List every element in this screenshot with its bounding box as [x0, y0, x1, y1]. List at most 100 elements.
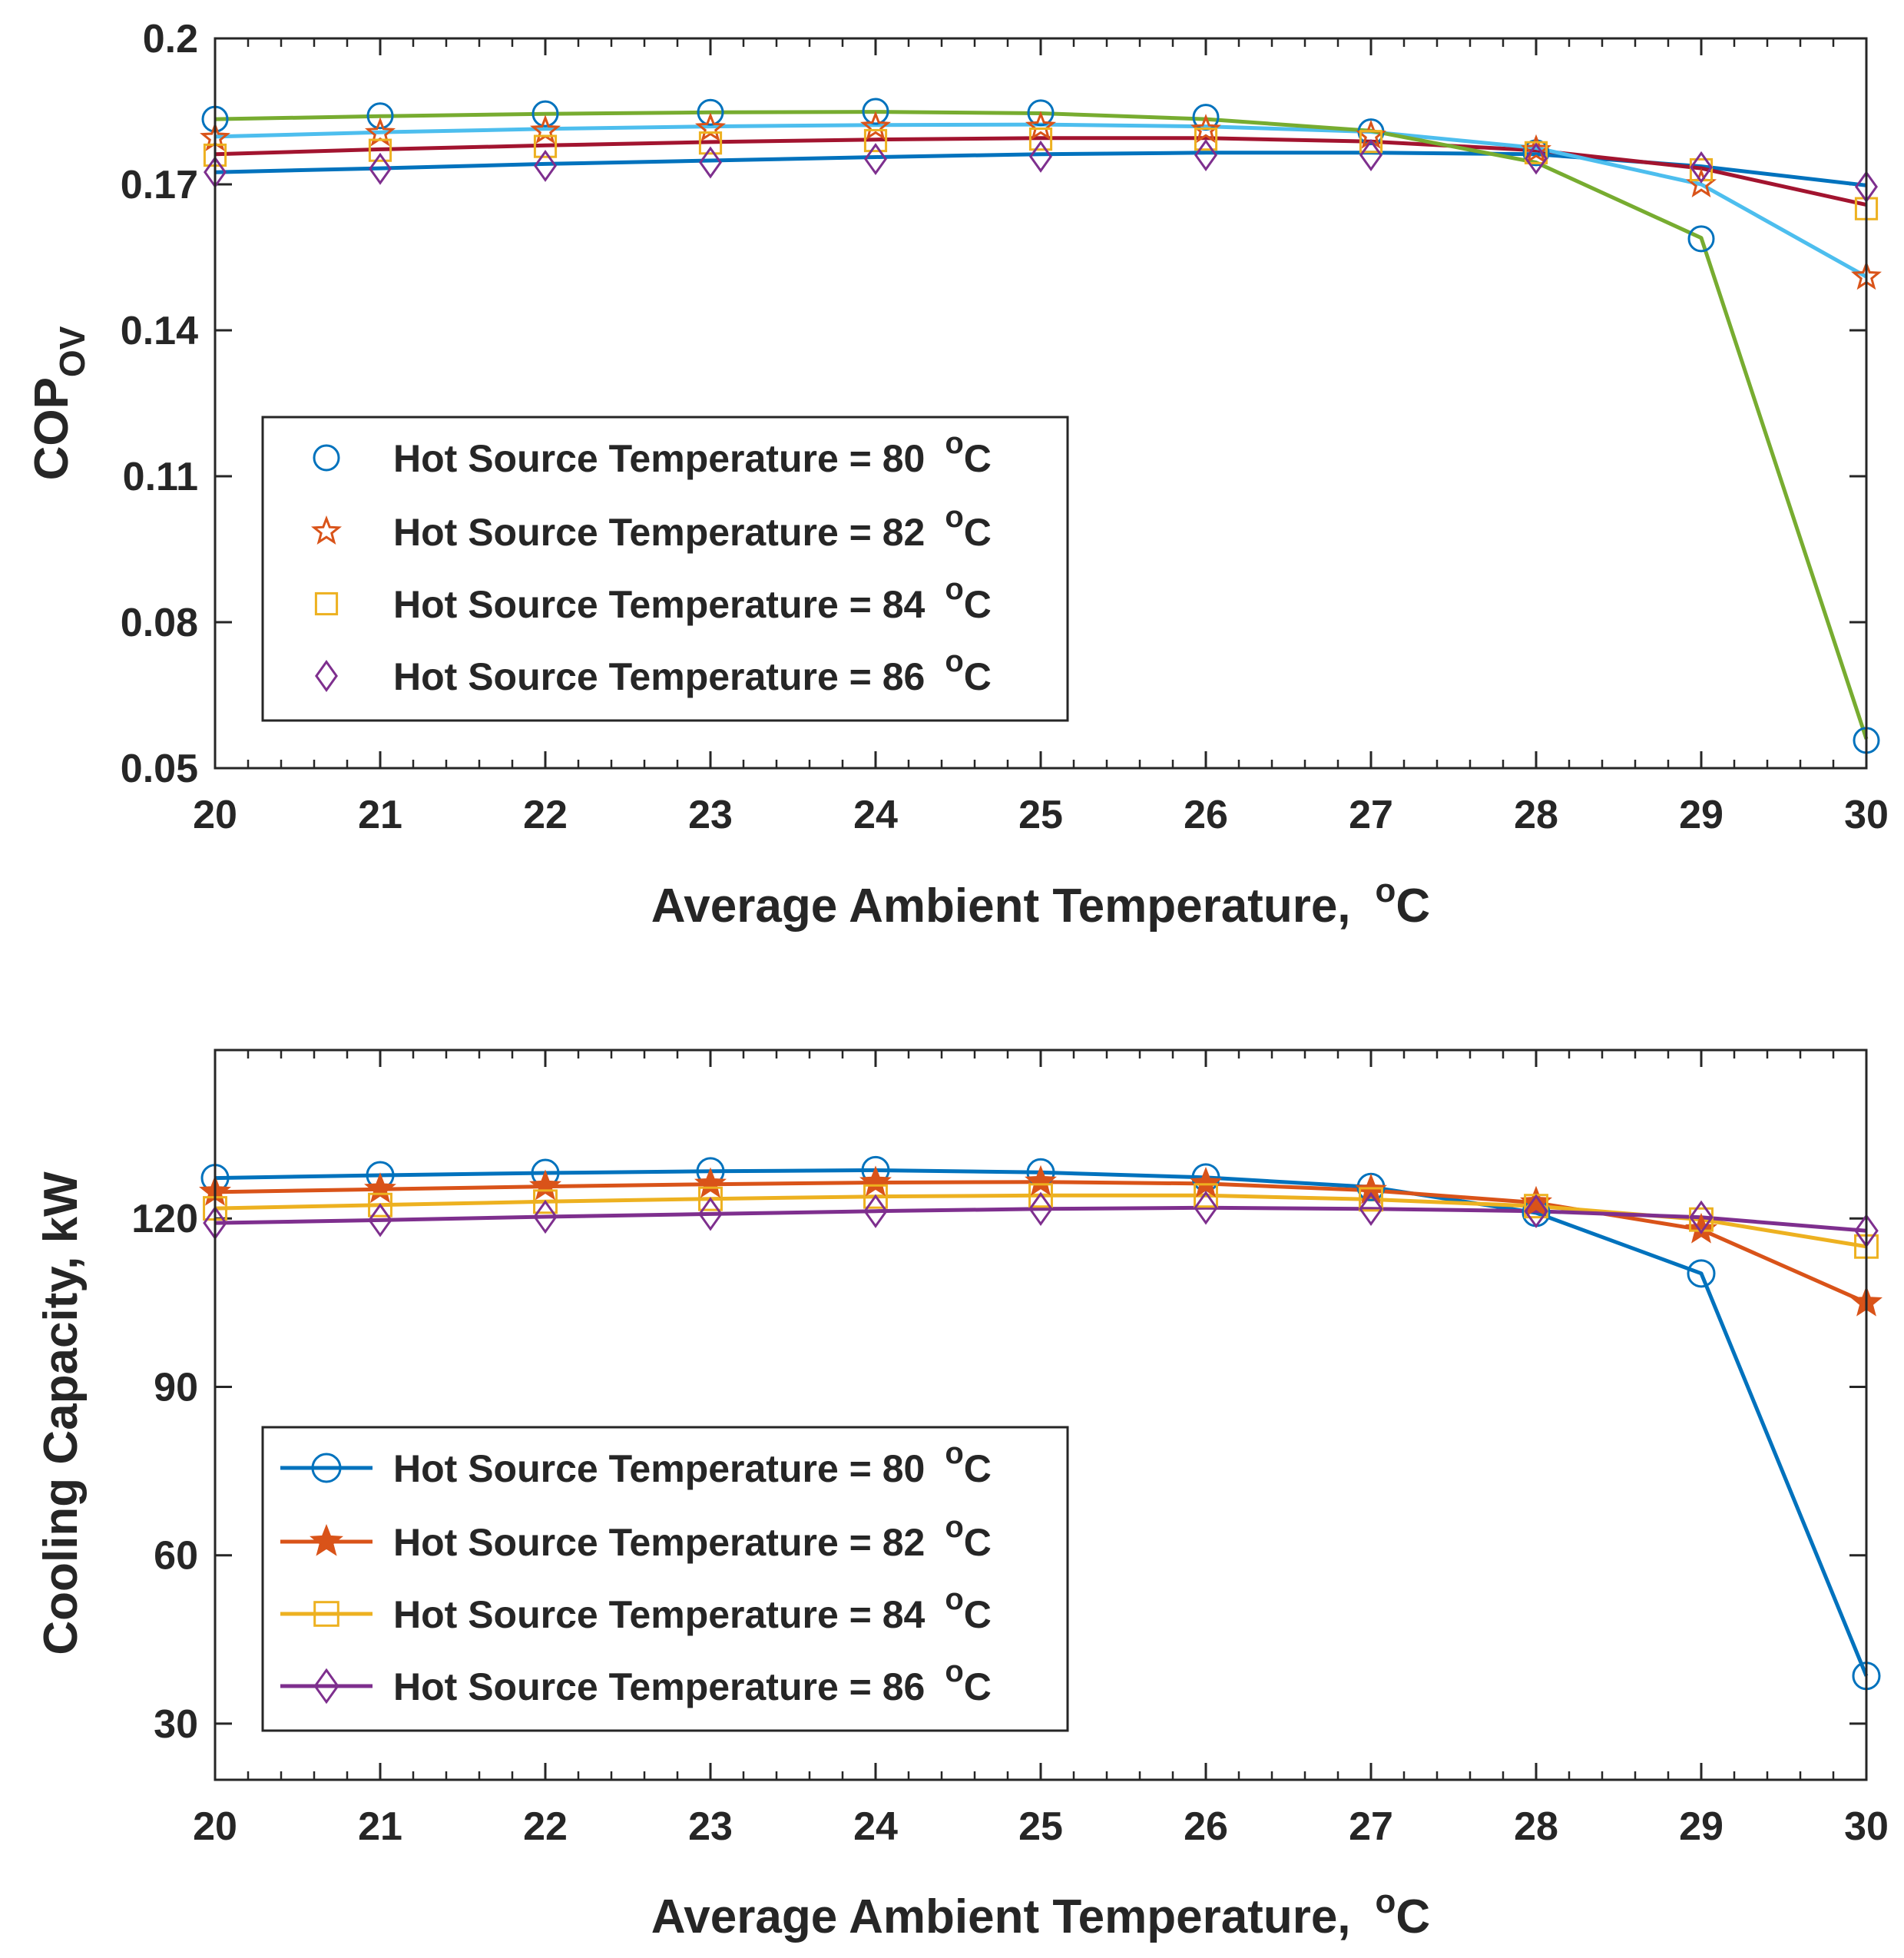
- x-tick-label: 26: [1184, 1804, 1228, 1849]
- point-star-23: [694, 1167, 727, 1198]
- cooling-x-tick-labels: 20 21 22 23 24 25 26 27 28 29 30: [193, 1804, 1889, 1849]
- point-square-25: [1028, 1183, 1053, 1208]
- legend-label-0: Hot Source Temperature = 80 oC: [393, 426, 992, 480]
- point-square-26: [1194, 128, 1218, 151]
- legend-label-unit: C: [964, 511, 992, 554]
- point-square-22: [533, 1189, 558, 1214]
- x-tick-label: 21: [358, 793, 402, 837]
- x-tick-label: 22: [523, 1804, 568, 1849]
- point-diamond-24: [864, 143, 887, 176]
- y-tick-label: 0.05: [121, 747, 198, 791]
- x-tick-label: 20: [193, 793, 237, 837]
- point-diamond-22: [534, 149, 557, 182]
- point-diamond-23: [698, 1197, 723, 1231]
- point-square-27: [1359, 130, 1383, 154]
- legend-marker-circle: [313, 444, 340, 472]
- legend-label-main: Hot Source Temperature = 82: [393, 511, 925, 554]
- cop-x-axis-label-main: Average Ambient Temperature,: [651, 880, 1351, 933]
- point-circle-29: [1687, 1259, 1716, 1288]
- x-tick-label: 23: [688, 793, 733, 837]
- point-diamond-25: [1028, 1191, 1053, 1226]
- cop-x-axis-label-sup: o: [1376, 872, 1396, 909]
- x-tick-label: 29: [1679, 1804, 1724, 1849]
- legend-label-sup: o: [945, 1510, 963, 1544]
- point-square-24: [863, 128, 888, 153]
- x-tick-label: 21: [358, 1804, 402, 1849]
- legend-marker-diamond: [313, 1668, 339, 1705]
- y-tick-label: 30: [154, 1702, 198, 1747]
- x-tick-label: 30: [1844, 1804, 1889, 1849]
- point-square-26: [1194, 1183, 1218, 1208]
- point-square-27: [1359, 1187, 1383, 1212]
- y-tick-label: 120: [131, 1197, 198, 1241]
- point-square-24: [863, 1184, 888, 1209]
- point-square-25: [1028, 128, 1053, 151]
- point-diamond-26: [1194, 1191, 1218, 1225]
- y-tick-label: 90: [154, 1365, 198, 1410]
- legend-label-2: Hot Source Temperature = 84 oC: [393, 1582, 992, 1636]
- cop-y-axis-label-sub: OV: [52, 326, 92, 377]
- series-line-3: [214, 1205, 1867, 1233]
- legend-label-unit: C: [964, 583, 992, 626]
- legend-label-2: Hot Source Temperature = 84 oC: [393, 572, 992, 626]
- legend-label-main: Hot Source Temperature = 80: [393, 437, 925, 480]
- cop-chart: 0.05 0.08 0.11 0.14 0.17 0.2 20 21 22 23 24 25 26 27…: [25, 17, 1889, 933]
- point-diamond-27: [1359, 139, 1382, 171]
- cooling-x-axis-label-main: Average Ambient Temperature,: [651, 1890, 1351, 1943]
- x-tick-label: 28: [1514, 1804, 1558, 1849]
- x-tick-label: 26: [1184, 793, 1228, 837]
- legend-label-unit: C: [964, 1521, 992, 1564]
- legend-label-unit: C: [964, 437, 992, 480]
- point-star-25: [1025, 1165, 1057, 1196]
- cooling-y-axis-label: Cooling Capacity, kW: [35, 1171, 88, 1655]
- legend-label-1: Hot Source Temperature = 82 oC: [393, 1510, 992, 1564]
- point-star-28: [1520, 1185, 1552, 1217]
- cooling-axes-box: [214, 1049, 1868, 1781]
- point-diamond-28: [1524, 1194, 1548, 1228]
- cop-legend-box: [261, 416, 1069, 722]
- x-tick-label: 27: [1349, 1804, 1393, 1849]
- legend-label-sup: o: [945, 1582, 963, 1616]
- legend-label-main: Hot Source Temperature = 80: [393, 1447, 925, 1490]
- point-diamond-23: [699, 146, 722, 179]
- x-tick-label: 20: [193, 1804, 237, 1849]
- point-star-24: [859, 1165, 892, 1197]
- point-star-22: [529, 1169, 561, 1201]
- point-circle-21: [366, 102, 394, 130]
- point-diamond-27: [1359, 1191, 1383, 1226]
- legend-label-0: Hot Source Temperature = 80 oC: [393, 1436, 992, 1490]
- x-tick-label: 25: [1018, 1804, 1063, 1849]
- legend-label-main: Hot Source Temperature = 84: [393, 1593, 926, 1636]
- y-tick-label: 0.08: [121, 601, 198, 645]
- legend-label-unit: C: [964, 655, 992, 698]
- cooling-x-axis-label-sup: o: [1376, 1883, 1396, 1920]
- y-tick-label: 0.17: [121, 163, 198, 207]
- cop-y-tick-labels: 0.05 0.08 0.11 0.14 0.17 0.2: [121, 17, 198, 791]
- x-tick-label: 24: [853, 793, 898, 837]
- legend-marker-square: [313, 1601, 339, 1627]
- cooling-x-axis-label-unit: C: [1396, 1890, 1430, 1943]
- point-square-21: [368, 1192, 392, 1218]
- point-square-23: [698, 131, 723, 155]
- legend-label-main: Hot Source Temperature = 86: [393, 655, 925, 698]
- point-diamond-21: [369, 152, 392, 185]
- y-tick-label: 0.14: [121, 309, 198, 353]
- cop-x-axis-label: Average Ambient Temperature, oC: [651, 872, 1430, 933]
- legend-label-3: Hot Source Temperature = 86 oC: [393, 644, 992, 698]
- legend-label-sup: o: [945, 644, 963, 678]
- y-tick-label: 0.2: [143, 17, 198, 61]
- x-tick-label: 27: [1349, 793, 1393, 837]
- x-tick-label: 28: [1514, 793, 1558, 837]
- legend-marker-star: [310, 515, 343, 545]
- cop-markers: [200, 98, 1882, 754]
- cooling-x-axis-label: Average Ambient Temperature, oC: [651, 1883, 1430, 1943]
- legend-label-unit: C: [964, 1593, 992, 1636]
- x-tick-label: 23: [688, 1804, 733, 1849]
- point-square-22: [533, 134, 558, 158]
- point-diamond-29: [1689, 1200, 1714, 1234]
- legend-label-1: Hot Source Temperature = 82 oC: [393, 500, 992, 554]
- cooling-legend-box: [261, 1426, 1069, 1732]
